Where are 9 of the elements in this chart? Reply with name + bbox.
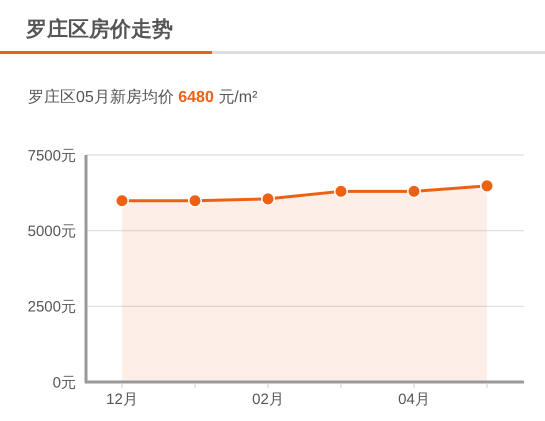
x-tick-label: 02月 (252, 391, 284, 408)
y-tick-label: 5000元 (28, 222, 76, 240)
chart-title: 罗庄区房价走势 (25, 17, 173, 41)
x-tick-label: 04月 (398, 391, 430, 408)
y-tick-label: 7500元 (28, 147, 76, 164)
chart-subtitle: 罗庄区05月新房均价 6480 元/m² (28, 88, 258, 106)
y-tick-label: 0元 (52, 374, 76, 392)
y-tick-label: 2500元 (28, 298, 76, 316)
x-tick-label: 12月 (106, 391, 138, 408)
